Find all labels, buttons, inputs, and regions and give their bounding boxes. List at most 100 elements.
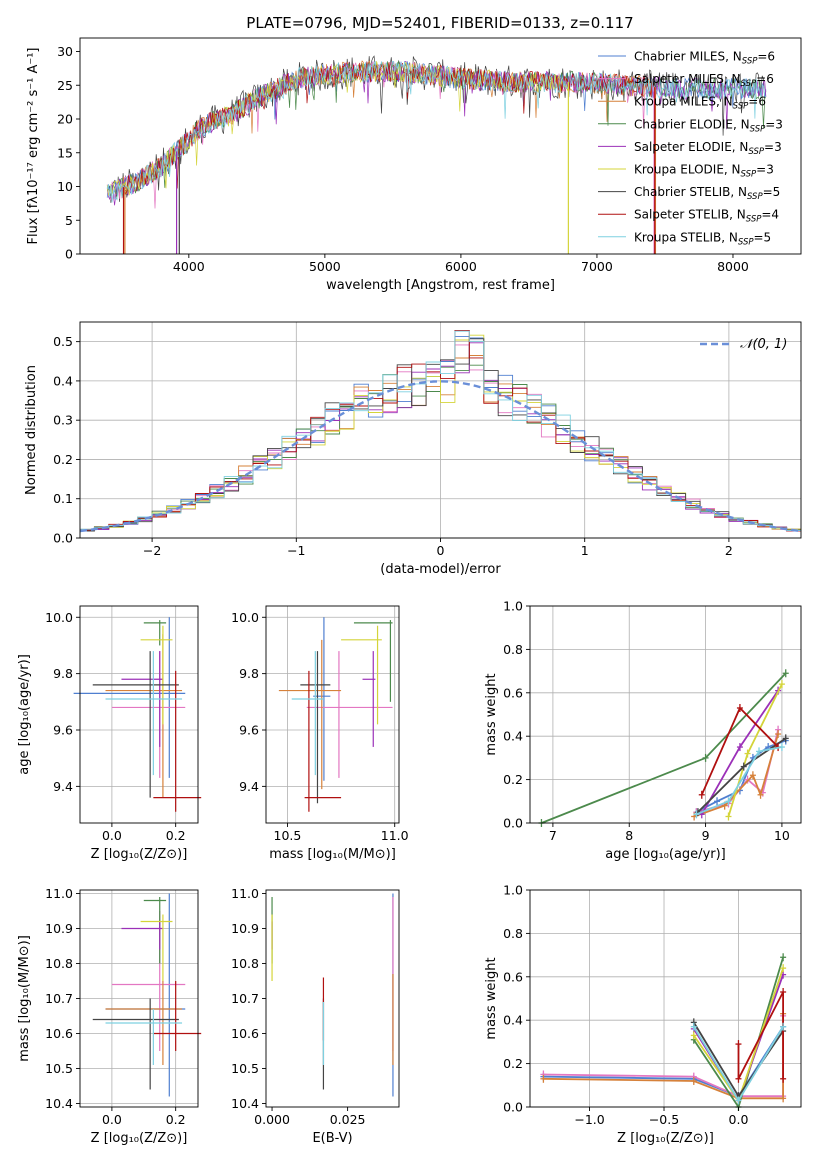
x-tick-label: 0 — [437, 543, 445, 558]
x-tick-label: 1 — [581, 543, 589, 558]
y-tick-label: 1.0 — [503, 883, 523, 898]
x-tick-label: 5000 — [309, 259, 341, 274]
y-tick-label: 0 — [65, 247, 73, 262]
y-tick-label: 9.4 — [53, 779, 73, 794]
figure-title: PLATE=0796, MJD=52401, FIBERID=0133, z=0… — [246, 14, 633, 32]
age_vs_mass-panel: 10.5 11.0 9.4 9.6 9.8 10.0 mass [log₁₀(M/M⊙)] — [231, 605, 409, 862]
y-tick-label: 10.6 — [231, 1026, 259, 1041]
legend-tail: =3 — [765, 117, 783, 131]
y-tick-label: 9.8 — [239, 666, 259, 681]
legend-tail: =5 — [763, 185, 781, 199]
y-axis-label: Normed distribution — [24, 365, 39, 495]
weight-line — [695, 739, 787, 813]
y-tick-label: 10.8 — [231, 956, 259, 971]
y-tick-label: 0.5 — [53, 334, 73, 349]
weight-line — [543, 1026, 784, 1098]
y-tick-label: 15 — [57, 145, 73, 160]
histogram-series — [80, 338, 801, 534]
y-tick-label: 10.7 — [231, 991, 259, 1006]
weight-line — [696, 729, 779, 813]
x-axis-label: (data-model)/error — [380, 562, 501, 577]
legend-label: Kroupa ELODIE, NSSP=3 — [634, 163, 774, 180]
y-tick-label: 30 — [57, 44, 73, 59]
y-tick-label: 10.8 — [45, 956, 73, 971]
age_vs_Z-panel: 0.0 0.2 9.4 9.6 9.8 10.0 Z [log₁₀(Z/Z⊙)] age [l… — [17, 605, 202, 862]
x-axis-label: Z [log₁₀(Z/Z⊙)] — [91, 847, 188, 862]
x-tick-label: 8 — [625, 828, 633, 843]
x-tick-label: 0.2 — [166, 828, 186, 843]
y-tick-label: 0.4 — [503, 1013, 523, 1028]
y-tick-label: 0.6 — [503, 685, 523, 700]
y-tick-label: 10.0 — [231, 610, 259, 625]
y-tick-label: 0.6 — [503, 969, 523, 984]
legend-label: Salpeter STELIB, NSSP=4 — [634, 208, 779, 225]
spectrum-legend: Chabrier MILES, NSSP=6 Salpeter MILES, NS… — [598, 50, 783, 247]
y-tick-label: 10.7 — [45, 991, 73, 1006]
legend-tail: =5 — [754, 230, 772, 244]
y-tick-label: 0.8 — [503, 642, 523, 657]
x-tick-label: 9 — [702, 828, 710, 843]
x-axis-label: mass [log₁₀(M/M⊙)] — [269, 847, 396, 862]
legend-label: Chabrier MILES, NSSP=6 — [634, 50, 775, 67]
legend-subscript: SSP — [742, 57, 758, 67]
legend-subscript: SSP — [741, 79, 757, 89]
x-tick-label: 10.5 — [274, 828, 302, 843]
legend-subscript: SSP — [747, 192, 763, 202]
axes-frame — [265, 605, 400, 824]
y-tick-label: 10.9 — [45, 921, 73, 936]
y-tick-label: 0.0 — [53, 531, 73, 546]
legend-tail: =4 — [761, 208, 779, 222]
y-tick-label: 10.6 — [45, 1026, 73, 1041]
y-tick-label: 10.4 — [45, 1096, 73, 1111]
y-tick-label: 0.0 — [503, 816, 523, 831]
x-tick-label: 6000 — [445, 259, 477, 274]
spectrum-panel: 4000 5000 6000 7000 8000 0 5 10 15 20 25 30 waveleng… — [26, 37, 802, 293]
histogram-series — [80, 334, 801, 534]
y-axis-label: Flux [fλ10⁻¹⁷ erg cm⁻² s⁻¹ A⁻¹] — [26, 48, 41, 245]
x-tick-label: 4000 — [173, 259, 205, 274]
legend-label: Salpeter ELODIE, NSSP=3 — [634, 140, 782, 157]
histogram-series — [80, 329, 801, 533]
y-tick-label: 11.0 — [231, 886, 259, 901]
legend-subscript: SSP — [738, 237, 754, 247]
x-tick-label: 0.0 — [102, 1112, 122, 1127]
legend-subscript: SSP — [746, 215, 762, 225]
legend-label: 𝒩(0, 1) — [740, 337, 787, 352]
y-tick-label: 10.5 — [231, 1061, 259, 1076]
x-tick-label: 0.0 — [102, 828, 122, 843]
y-tick-label: 10.5 — [45, 1061, 73, 1076]
legend-label: Kroupa STELIB, NSSP=5 — [634, 230, 771, 247]
y-tick-label: 11.0 — [45, 886, 73, 901]
y-tick-label: 25 — [57, 78, 73, 93]
x-axis-label: wavelength [Angstrom, rest frame] — [326, 278, 555, 293]
y-tick-label: 9.8 — [53, 666, 73, 681]
x-axis-label: Z [log₁₀(Z/Z⊙)] — [91, 1131, 188, 1146]
y-tick-label: 10.0 — [45, 610, 73, 625]
weight-line — [696, 746, 783, 816]
weight-line — [541, 672, 787, 824]
x-tick-label: 11.0 — [381, 828, 409, 843]
spectrum-line — [106, 60, 767, 203]
y-tick-label: 10 — [57, 179, 73, 194]
y-tick-label: 10.9 — [231, 921, 259, 936]
x-axis-label: E(B-V) — [312, 1131, 352, 1146]
y-axis-label: age [log₁₀(age/yr)] — [17, 654, 32, 775]
histogram-series — [80, 336, 801, 533]
x-tick-label: 10 — [774, 828, 790, 843]
legend-subscript: SSP — [741, 170, 757, 180]
y-tick-label: 0.1 — [53, 491, 73, 506]
y-tick-label: 9.4 — [239, 779, 259, 794]
y-tick-label: 0.0 — [503, 1100, 523, 1115]
mass_vs_Z-panel: 0.0 0.2 10.4 10.5 10.6 10.7 10.8 10.9 11.0 Z [log… — [17, 886, 202, 1146]
x-tick-label: −2 — [143, 543, 161, 558]
x-tick-label: 0.0 — [729, 1112, 749, 1127]
spectrum-line — [106, 60, 767, 206]
legend-label: Salpeter MILES, NSSP=6 — [634, 72, 774, 89]
legend-tail: =3 — [756, 163, 774, 177]
normal-curve — [79, 380, 802, 533]
legend-label: Chabrier ELODIE, NSSP=3 — [634, 117, 783, 134]
x-tick-label: 7 — [549, 828, 557, 843]
x-tick-label: 7000 — [581, 259, 613, 274]
y-tick-label: 9.6 — [239, 723, 259, 738]
